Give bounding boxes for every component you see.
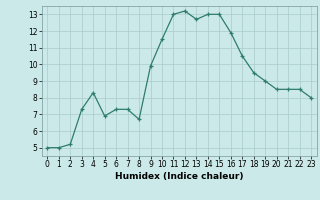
X-axis label: Humidex (Indice chaleur): Humidex (Indice chaleur) bbox=[115, 172, 244, 181]
